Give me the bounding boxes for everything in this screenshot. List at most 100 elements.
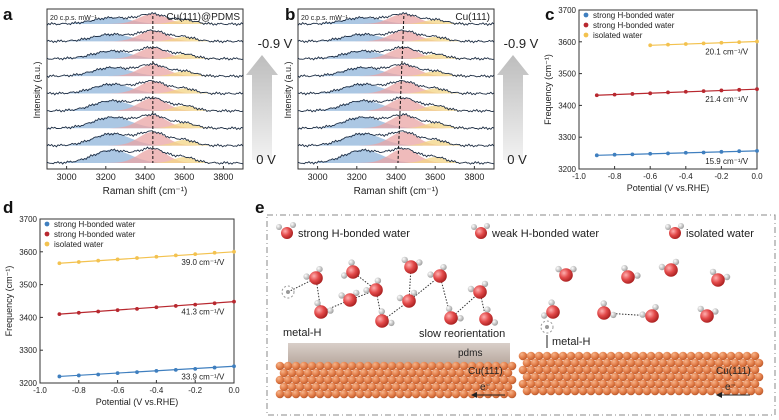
cuLeft-atom-2-320 bbox=[315, 375, 325, 385]
cuRight-atom-3-543 bbox=[538, 372, 548, 382]
cuLeft-atom-4-432 bbox=[427, 389, 437, 399]
cuRight-atom-5-671 bbox=[666, 386, 676, 396]
c-fit-1 bbox=[596, 88, 758, 96]
cuRight-atom-4-675 bbox=[670, 379, 680, 389]
cuRight-atom-3-559 bbox=[554, 372, 564, 382]
d-fit-1 bbox=[59, 301, 235, 315]
spectraA-band-7-0 bbox=[47, 133, 243, 146]
cuLeft-atom-1-508 bbox=[503, 368, 513, 378]
cuLeft-atom-4-360 bbox=[355, 389, 365, 399]
spectraA-trace-3 bbox=[46, 62, 244, 79]
water-right-3-h2 bbox=[723, 273, 731, 281]
panel-e-legend: strong H-bonded water weak H-bonded wate… bbox=[276, 222, 754, 240]
cuRight-atom-0-595 bbox=[590, 351, 600, 361]
cuRight-atom-4-619 bbox=[614, 379, 624, 389]
xticksA-label-2: 3400 bbox=[135, 172, 155, 182]
cuRight-atom-0-699 bbox=[694, 351, 704, 361]
cuRight-atom-2-715 bbox=[710, 365, 720, 375]
legend-isolated-water-label: isolated water bbox=[686, 228, 754, 240]
cuRight-atom-5-615 bbox=[610, 386, 620, 396]
panel-d-chart: -1.0 -0.8 -0.6 -0.4 -0.2 0.0 3200 3300 3400 3500 3… bbox=[4, 215, 240, 407]
cuRight-atom-0-579 bbox=[574, 351, 584, 361]
cuLeft-atom-4-496 bbox=[491, 389, 501, 399]
cuLeft-atom-0-352 bbox=[347, 361, 357, 371]
c-ytick-label-0: 3200 bbox=[558, 165, 576, 174]
cuRight-atom-5-631 bbox=[626, 386, 636, 396]
cuLeft-atom-1-316 bbox=[311, 368, 321, 378]
cuRight-atom-4-587 bbox=[582, 379, 592, 389]
cuLeft-atom-2-504 bbox=[499, 375, 509, 385]
cuRight-atom-4-547 bbox=[542, 379, 552, 389]
cuLeft-atom-4-312 bbox=[307, 389, 317, 399]
water-left-6-h1 bbox=[401, 256, 408, 264]
cuLeft-atom-2-376 bbox=[371, 375, 381, 385]
spectraB-trace-8 bbox=[297, 146, 495, 165]
d-legend-label-0: strong H-bonded water bbox=[54, 220, 136, 229]
spectraA-band-4-1 bbox=[47, 81, 243, 94]
cuLeft-atom-4-448 bbox=[443, 389, 453, 399]
panel-b: b 20 c.p.s. mW⁻¹ Cu(111) Intensity (a.u.… bbox=[283, 5, 539, 197]
metal-h-label-left: metal-H bbox=[283, 327, 322, 339]
cuRight-atom-4-627 bbox=[622, 379, 632, 389]
water-left-10-h1 bbox=[484, 306, 491, 313]
d-point-2-2 bbox=[96, 258, 101, 263]
panel-b-scale-label: 20 c.p.s. mW⁻¹ bbox=[301, 15, 349, 22]
cuLeft-atom-4-512 bbox=[507, 389, 517, 399]
cuRight-atom-2-571 bbox=[566, 365, 576, 375]
cuRight-atom-4-707 bbox=[702, 379, 712, 389]
cuRight-atom-4-603 bbox=[598, 379, 608, 389]
cuLeft-atom-2-352 bbox=[347, 375, 357, 385]
spectraA-band-7-1 bbox=[47, 131, 243, 146]
cuLeft-atom-3-340 bbox=[335, 382, 345, 392]
cuRight-atom-4-755 bbox=[750, 379, 760, 389]
c-point-2-5 bbox=[737, 40, 742, 45]
cuLeft-atom-3-308 bbox=[303, 382, 313, 392]
spectraA-trace-4 bbox=[46, 79, 244, 96]
cuLeft-atom-1-460 bbox=[455, 368, 465, 378]
c-point-1-8 bbox=[737, 87, 742, 92]
water-left-8-h1 bbox=[445, 305, 453, 312]
cuLeft-atom-2-488 bbox=[483, 375, 493, 385]
cuLeft-atom-2-464 bbox=[459, 375, 469, 385]
d-point-2-1 bbox=[76, 260, 81, 264]
panel-e-frame bbox=[266, 214, 776, 416]
spectraA-band-5-2 bbox=[47, 105, 243, 111]
c-point-0-9 bbox=[755, 148, 759, 153]
cuLeft-atom-0-496 bbox=[491, 361, 501, 371]
cuRight-atom-3-711 bbox=[706, 372, 716, 382]
water-right-2-h2 bbox=[672, 258, 680, 266]
d-legend-label-1: strong H-bonded water bbox=[54, 230, 136, 239]
cuRight-atom-3-599 bbox=[594, 372, 604, 382]
d-point-1-3 bbox=[115, 308, 120, 313]
water-right-4-h1 bbox=[600, 300, 607, 307]
cuRight-atom-2-723 bbox=[718, 365, 728, 375]
spectraB-band-1-2 bbox=[298, 37, 494, 42]
xticksA-label-4: 3800 bbox=[213, 172, 233, 182]
cuRight-atom-2-555 bbox=[550, 365, 560, 375]
spectraA-band-3-2 bbox=[47, 71, 243, 77]
cuRight-atom-0-739 bbox=[734, 351, 744, 361]
c-point-1-7 bbox=[719, 88, 724, 93]
cuLeft-atom-1-356 bbox=[351, 368, 361, 378]
cuRight-atom-4-667 bbox=[662, 379, 672, 389]
cuRight-atom-3-575 bbox=[570, 372, 580, 382]
cuRight-atom-2-531 bbox=[526, 365, 536, 375]
spectraB-band-2-0 bbox=[298, 50, 494, 59]
water-right-1-h2 bbox=[634, 272, 641, 279]
c-point-1-5 bbox=[683, 89, 688, 94]
spectraA-band-8-2 bbox=[47, 157, 243, 163]
cuLeft-atom-4-400 bbox=[395, 389, 405, 399]
panel-a-potential-bottom: 0 V bbox=[256, 152, 276, 167]
cuRight-atom-5-639 bbox=[634, 386, 644, 396]
panel-a-spectra bbox=[46, 11, 244, 165]
water-left-11-h1 bbox=[340, 272, 348, 279]
spectraB-trace-0 bbox=[297, 11, 495, 27]
cuLeft-atom-3-452 bbox=[447, 382, 457, 392]
water-left-10-h2 bbox=[491, 319, 499, 326]
cuRight-atom-0-563 bbox=[558, 351, 568, 361]
cuRight-atom-3-639 bbox=[634, 372, 644, 382]
cuLeft-atom-2-456 bbox=[451, 375, 461, 385]
cuRight-atom-5-543 bbox=[538, 386, 548, 396]
cuRight-atom-0-539 bbox=[534, 351, 544, 361]
water-network-left bbox=[287, 256, 499, 328]
